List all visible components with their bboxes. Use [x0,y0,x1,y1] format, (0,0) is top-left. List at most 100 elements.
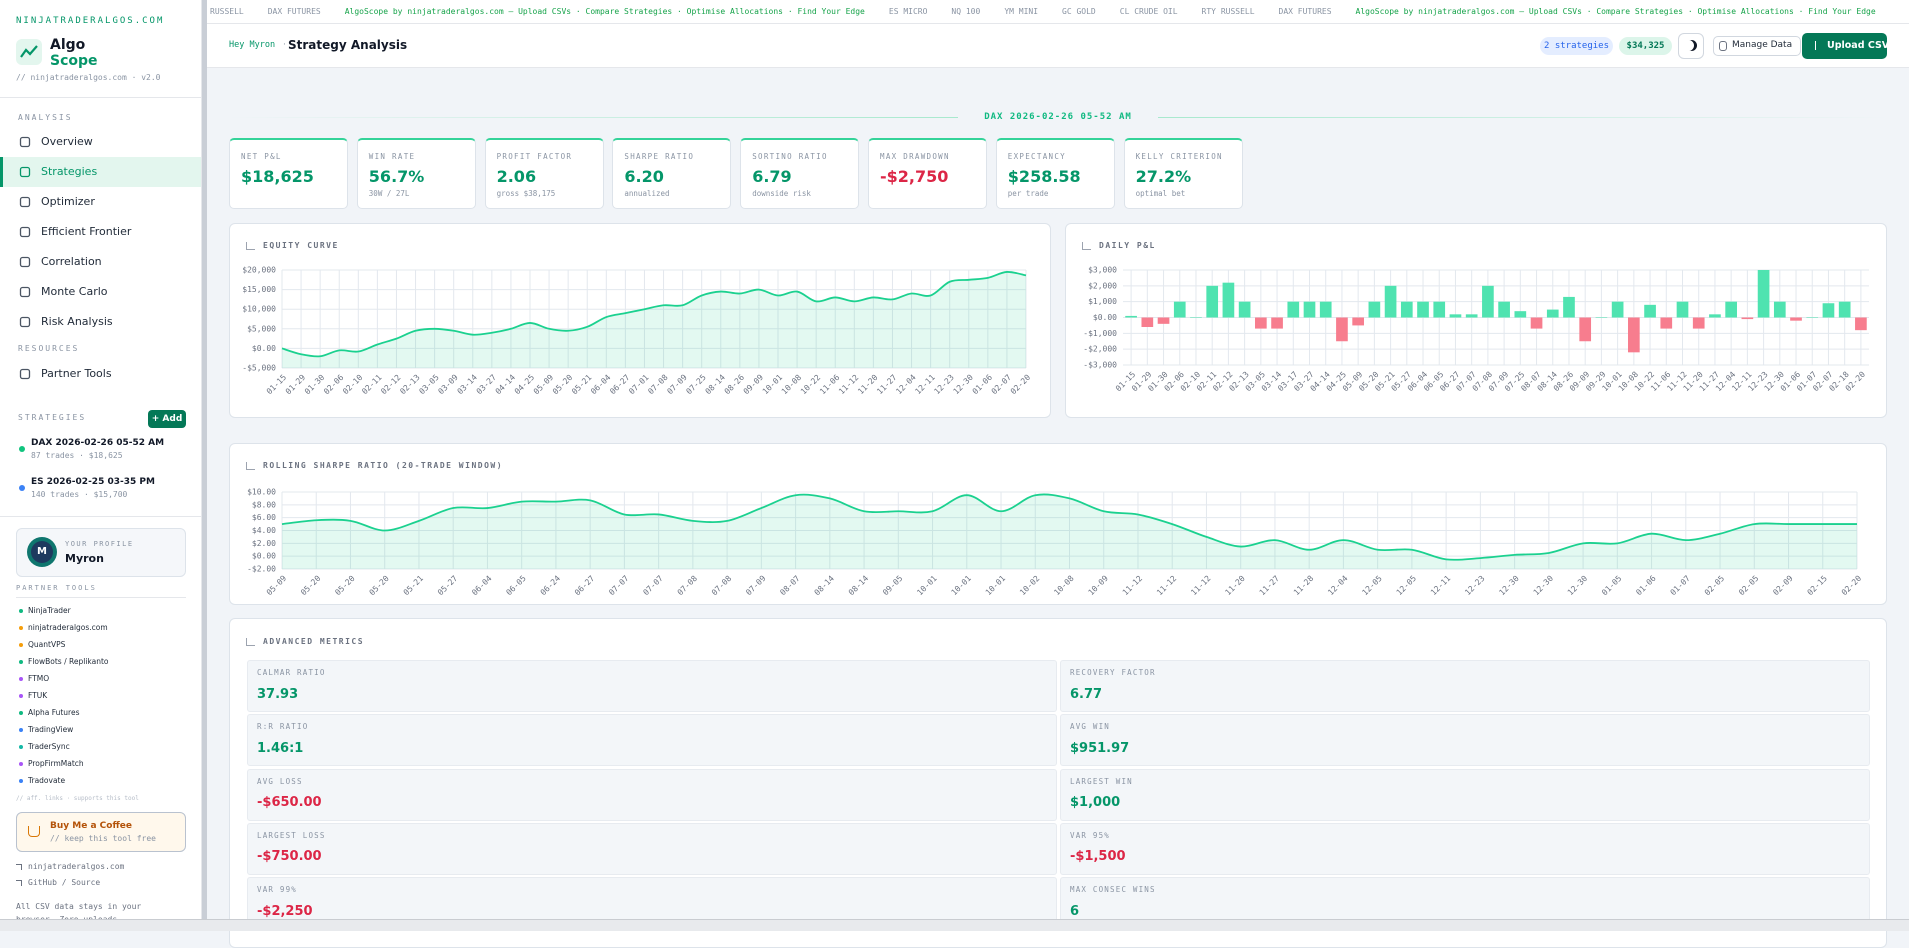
partner-link[interactable]: TraderSync [28,742,70,752]
partner-link[interactable]: TradingView [28,725,74,735]
brand-url: NINJATRADERALGOS.COM [16,16,165,27]
nav-label[interactable]: Partner Tools [41,366,112,380]
kpi-value: 6.79 [752,166,792,186]
metric-label: LARGEST WIN [1070,776,1133,786]
nav-label[interactable]: Correlation [41,254,102,268]
metric-value: 1.46:1 [257,740,304,756]
ticker-item: DAX FUTURES [1278,7,1332,16]
partner-link[interactable]: Alpha Futures [28,708,80,718]
metric-label: AVG WIN [1070,722,1111,732]
manage-button[interactable] [1713,36,1801,56]
icon [19,166,31,178]
partner-dot [19,609,23,613]
partner-link[interactable]: FTMO [28,674,50,684]
brand-name-2: Scope [50,52,98,69]
nav-label[interactable]: Optimizer [41,194,95,208]
manage-label[interactable]: Manage Data [1732,40,1793,51]
nav-label[interactable]: Overview [41,134,93,148]
nav-label[interactable]: Monte Carlo [41,284,108,298]
icon [19,286,31,298]
upload-label[interactable]: Upload CSV [1827,39,1890,51]
coffee-note: // keep this tool free [50,833,156,843]
strategy-heading: DAX 2026-02-26 05-52 AM [958,110,1158,124]
card-icon [246,242,255,250]
kpi-card: NET P&L $18,625 [229,138,348,209]
metric-cell: LARGEST WIN $1,000 [1060,768,1870,821]
ticker-item: YM MINI [1004,7,1039,16]
coffee-title[interactable]: Buy Me a Coffee [50,821,132,832]
nav-label[interactable]: Risk Analysis [41,314,113,328]
metric-value: $1,000 [1070,795,1121,811]
kpi-card: EXPECTANCY $258.58 per trade [995,138,1115,209]
theme-toggle[interactable] [1678,33,1704,59]
ticker-item: DAX FUTURES [267,7,321,16]
metric-label: VAR 95% [1070,831,1111,841]
icon [19,226,31,238]
card-icon [1082,242,1091,250]
icon [19,136,31,148]
moon-icon [1686,40,1697,51]
ticker-item: AlgoScope by ninjatraderalgos.com — Uplo… [1355,7,1876,16]
partner-dot [19,745,23,749]
ticker-item: NQ 100 [951,7,981,16]
kpi-sub: gross $38,175 [496,189,556,199]
profile-label: YOUR PROFILE [65,540,134,549]
link-icon [16,864,22,870]
metric-label: LARGEST LOSS [257,831,326,841]
kpi-card: SHARPE RATIO 6.20 annualized [612,138,732,209]
kpi-card: PROFIT FACTOR 2.06 gross $38,175 [484,138,604,209]
kpi-label: PROFIT FACTOR [496,152,573,162]
footer-link[interactable]: GitHub / Source [28,877,101,887]
metric-label: RECOVERY FACTOR [1070,668,1156,678]
partner-link[interactable]: PropFirmMatch [28,759,84,769]
kpi-value: -$2,750 [880,166,949,186]
card-title: EQUITY CURVE [263,240,339,250]
nav-item[interactable] [0,157,201,187]
partner-link[interactable]: FTUK [28,691,48,701]
coffee-card[interactable] [16,812,186,852]
metric-label: AVG LOSS [257,776,303,786]
metric-label: R:R RATIO [257,722,309,732]
kpi-card: KELLY CRITERION 27.2% optimal bet [1123,138,1243,209]
partner-link[interactable]: FlowBots / Replikanto [28,657,109,667]
kpi-label: KELLY CRITERION [1135,152,1223,162]
kpi-sub: annualized [624,189,670,199]
divider [16,597,186,598]
kpi-sub: optimal bet [1135,189,1186,199]
ticker-item: RUSSELL [210,7,244,16]
kpi-value: 2.06 [496,166,537,186]
strategy-name[interactable]: ES 2026-02-25 03-35 PM [31,477,155,488]
partner-dot [19,660,23,664]
icon [19,368,31,380]
nav-label[interactable]: Strategies [41,164,98,178]
metric-label: MAX CONSEC WINS [1070,885,1156,895]
card-title: ROLLING SHARPE RATIO (20-TRADE WINDOW) [263,460,504,470]
ticker-item: ES MICRO [888,7,928,16]
partner-link[interactable]: QuantVPS [28,640,66,650]
partner-link[interactable]: NinjaTrader [28,606,71,616]
ticker-item: GC GOLD [1062,7,1096,16]
section-heading: PARTNER TOOLS [16,584,97,593]
partner-link[interactable]: ninjatraderalgos.com [28,623,108,633]
add-button[interactable]: + Add [148,410,186,428]
metric-value: 6 [1070,903,1080,919]
strategy-name[interactable]: DAX 2026-02-26 05-52 AM [31,438,165,449]
kpi-label: EXPECTANCY [1007,152,1066,162]
footer-link[interactable]: ninjatraderalgos.com [28,861,125,871]
metric-cell: CALMAR RATIO 37.93 [247,660,1057,712]
metric-value: -$750.00 [257,849,322,865]
icon [19,256,31,268]
metric-cell: LARGEST LOSS -$750.00 [247,822,1057,875]
ticker-item: AlgoScope by ninjatraderalgos.com — Uplo… [344,7,865,16]
section-heading: RESOURCES [18,343,80,353]
icon [19,196,31,208]
nav-label[interactable]: Efficient Frontier [41,224,132,238]
kpi-label: MAX DRAWDOWN [880,152,950,162]
upload-button[interactable] [1802,33,1887,59]
partner-dot [19,677,23,681]
card-title: ADVANCED METRICS [263,636,365,646]
equity-card [229,223,1051,418]
divider [0,97,201,98]
kpi-sub: per trade [1007,189,1049,199]
partner-link[interactable]: Tradovate [28,776,66,786]
